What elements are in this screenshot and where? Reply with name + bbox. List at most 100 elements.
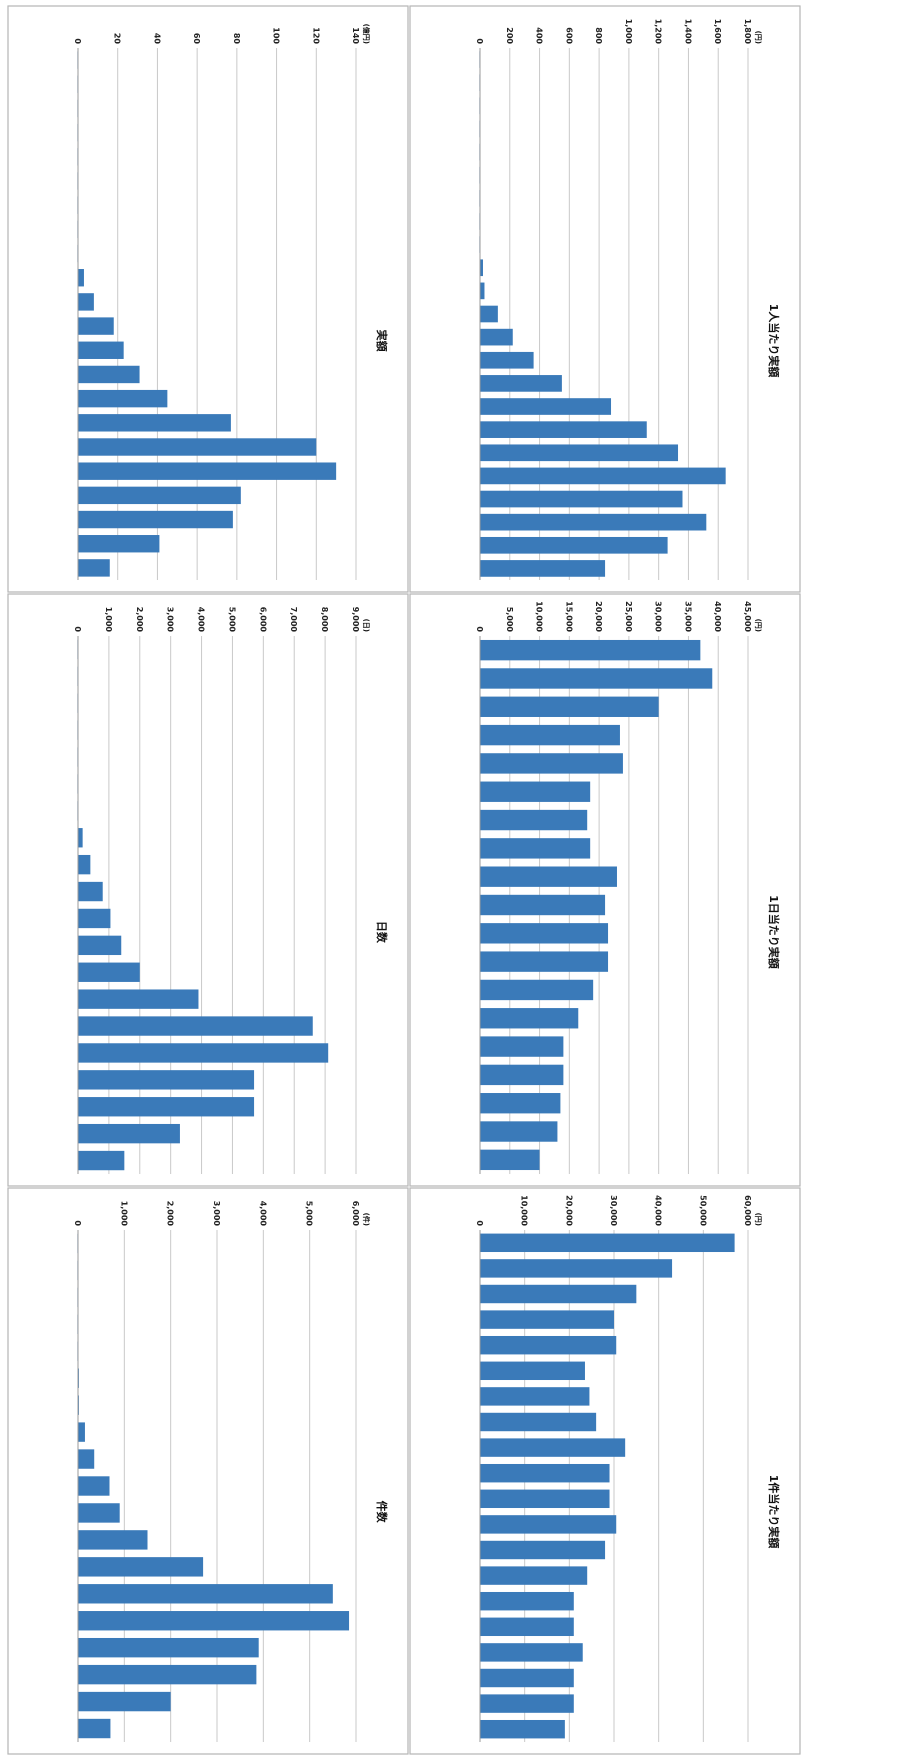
bar [77, 341, 124, 359]
y-tick-label: 3,000 [212, 1201, 221, 1227]
y-tick-label: 4,000 [197, 607, 206, 633]
bar [480, 1515, 617, 1534]
y-tick-label: 1,000 [119, 1201, 128, 1227]
y-tick-label: 0 [73, 1220, 82, 1226]
bar [480, 866, 617, 887]
bar [78, 269, 84, 287]
y-tick-label: 5,000 [305, 1201, 314, 1227]
bar [480, 1668, 574, 1688]
bar [480, 1617, 574, 1637]
y-tick-label: 120 [311, 27, 320, 44]
bar [78, 535, 160, 553]
y-tick-label: 8,000 [320, 607, 329, 633]
bar [78, 1070, 255, 1090]
y-tick-label: 10,000 [535, 601, 544, 632]
y-tick-label: 800 [594, 27, 603, 44]
bar [480, 1335, 617, 1355]
y-tick-label: 400 [535, 27, 544, 44]
bar [479, 1093, 561, 1114]
panel-frame [7, 593, 409, 1187]
bar [480, 1463, 610, 1483]
bar [480, 536, 668, 554]
y-tick-label: 140 [351, 27, 360, 44]
bar [480, 1694, 574, 1713]
bar [479, 639, 701, 661]
bar [78, 1503, 120, 1523]
y-tick-label: 30,000 [654, 601, 663, 632]
panel-count: 0 1,000 2,000 3,000 4,000 5,000 6,000 (件) 件数 [7, 1187, 409, 1755]
y-tick-label: 20,000 [564, 1195, 573, 1226]
y-tick-label: 40,000 [654, 1195, 663, 1226]
chart-title: 日数 [375, 921, 389, 944]
y-tick-label: 1,000 [624, 19, 633, 45]
bar [78, 1664, 257, 1685]
y-tick-label: 4,000 [258, 1201, 267, 1227]
y-tick-label: 9,000 [351, 607, 360, 633]
bar [77, 989, 199, 1009]
y-tick-label: 10,000 [520, 1195, 529, 1226]
y-tick-label: 40,000 [713, 601, 722, 632]
y-tick-label: 2,000 [135, 607, 144, 633]
panel-amount-per-case: 0 10,000 20,000 30,000 40,000 50,000 60,000 (円)… [409, 1187, 801, 1755]
bar [480, 305, 498, 323]
bar [479, 1008, 579, 1029]
y-tick-label: 20,000 [594, 601, 603, 632]
bar [480, 351, 534, 369]
bar [78, 1150, 125, 1171]
panel-amount: 0 20 40 60 80 100 120 140 (億円) 実額 [7, 5, 409, 593]
bar [78, 414, 231, 432]
bar [480, 282, 485, 300]
bar [78, 1530, 148, 1550]
unit-label: (日) [362, 619, 370, 632]
bar [480, 951, 609, 972]
chart-title: 1日当たり実額 [767, 895, 781, 969]
bar [480, 1540, 606, 1560]
bar [480, 724, 620, 746]
bar [77, 962, 140, 982]
bar [480, 1438, 626, 1457]
panel-days: 0 1,000 2,000 3,000 4,000 5,000 6,000 7,000 8,00… [7, 593, 409, 1187]
bar [480, 1591, 574, 1611]
y-tick-label: 0 [475, 1220, 484, 1226]
chart-title: 実額 [375, 330, 389, 352]
y-tick-label: 25,000 [624, 601, 633, 632]
bar [77, 293, 94, 311]
panel-amount-per-person: 0 200 400 600 800 1,000 1,200 1,400 1,600 1,800 (円… [409, 5, 801, 593]
y-tick-label: 80 [232, 33, 241, 45]
bar [78, 1637, 259, 1658]
bar [78, 1557, 204, 1577]
bar [479, 1149, 540, 1171]
chart-title: 件数 [375, 1501, 389, 1524]
bar [77, 438, 317, 456]
y-tick-label: 0 [73, 38, 82, 44]
y-tick-label: 5,000 [227, 607, 236, 633]
unit-label: (円) [754, 31, 762, 44]
bar [480, 1719, 565, 1739]
y-tick-label: 0 [73, 626, 82, 632]
y-tick-label: 6,000 [351, 1201, 360, 1227]
bar [77, 908, 111, 929]
bar [480, 1064, 564, 1086]
y-tick-label: 3,000 [166, 607, 175, 633]
bar [480, 809, 588, 831]
bar [480, 375, 562, 392]
bar [78, 1584, 333, 1604]
y-tick-label: 1,000 [104, 607, 113, 633]
y-tick-label: 20 [113, 33, 122, 45]
y-tick-label: 6,000 [258, 607, 267, 633]
bar [480, 444, 679, 462]
bar [78, 462, 337, 480]
bar [480, 696, 659, 717]
bar [480, 328, 513, 346]
bar [480, 1489, 610, 1509]
bar [78, 854, 91, 875]
y-tick-label: 0 [475, 626, 484, 632]
y-tick-label: 600 [564, 27, 573, 44]
bar [480, 1259, 673, 1278]
bar [480, 1036, 564, 1057]
bar [480, 421, 647, 438]
bar [480, 894, 606, 916]
bar [77, 559, 110, 577]
y-tick-label: 15,000 [564, 601, 573, 632]
